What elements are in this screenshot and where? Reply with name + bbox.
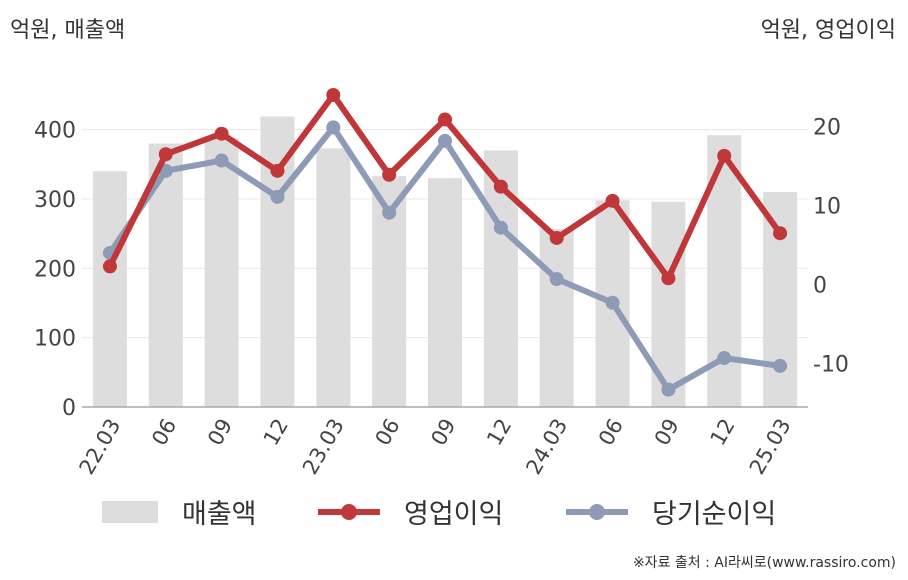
- x-tick-label: 06: [594, 415, 628, 450]
- bar-sales: [316, 148, 351, 408]
- left-tick-label: 400: [34, 119, 76, 144]
- point-net-income: [717, 351, 732, 366]
- legend-swatch-operating: [318, 501, 380, 523]
- point-net-income: [214, 153, 229, 168]
- left-tick-label: 100: [34, 327, 76, 352]
- point-operating-profit: [661, 271, 676, 286]
- x-tick-label: 06: [147, 415, 181, 450]
- point-operating-profit: [438, 112, 452, 127]
- left-tick-label: 200: [34, 257, 76, 282]
- point-operating-profit: [382, 167, 397, 182]
- x-tick-label: 12: [706, 415, 740, 450]
- legend-item-sales: 매출액: [102, 492, 257, 531]
- legend-label-operating: 영업이익: [404, 499, 504, 530]
- point-operating-profit: [773, 226, 788, 241]
- point-operating-profit: [102, 259, 117, 274]
- x-tick-label: 23.03: [298, 415, 349, 479]
- point-net-income: [493, 220, 508, 235]
- x-tick-label: 24.03: [521, 415, 572, 479]
- point-operating-profit: [214, 126, 229, 141]
- right-tick-label: -10: [813, 353, 849, 378]
- left-tick-label: 300: [34, 188, 76, 213]
- right-tick-label: 0: [813, 274, 827, 299]
- right-tick-label: 20: [813, 116, 841, 141]
- right-tick-label: 10: [813, 195, 841, 220]
- legend-item-net: 당기순이익: [566, 492, 776, 531]
- point-net-income: [605, 295, 620, 310]
- x-tick-label: 09: [650, 415, 684, 450]
- x-tick-label: 06: [371, 415, 405, 450]
- x-tick-label: 09: [203, 415, 237, 450]
- point-operating-profit: [605, 193, 620, 208]
- bar-sales: [763, 192, 798, 407]
- point-operating-profit: [549, 230, 564, 245]
- x-tick-label: 12: [482, 415, 516, 450]
- point-net-income: [773, 358, 788, 373]
- x-tick-label: 09: [426, 415, 460, 450]
- legend-swatch-net: [566, 501, 628, 523]
- x-tick-label: 25.03: [745, 415, 796, 479]
- point-operating-profit: [270, 163, 285, 178]
- point-net-income: [661, 382, 676, 397]
- point-operating-profit: [493, 179, 508, 194]
- point-operating-profit: [158, 147, 173, 162]
- bar-sales: [428, 178, 462, 407]
- x-tick-label: 12: [259, 415, 293, 450]
- right-axis-unit: 억원, 영업이익: [760, 18, 896, 43]
- left-axis-unit: 억원, 매출액: [10, 18, 126, 43]
- legend-label-sales: 매출액: [182, 499, 257, 530]
- point-net-income: [326, 120, 341, 135]
- point-net-income: [549, 272, 564, 287]
- source-note: ※자료 출처 : AI라씨로(www.rassiro.com): [632, 555, 896, 571]
- bar-sales: [204, 137, 239, 407]
- bar-sales: [92, 171, 127, 407]
- legend-item-operating: 영업이익: [318, 492, 503, 531]
- left-tick-label: 0: [62, 396, 76, 421]
- point-operating-profit: [717, 148, 732, 163]
- point-net-income: [438, 133, 452, 148]
- bar-sales: [539, 228, 574, 407]
- legend-label-net: 당기순이익: [652, 499, 777, 530]
- point-net-income: [270, 189, 285, 204]
- point-net-income: [382, 205, 397, 220]
- legend-swatch-sales: [102, 500, 158, 523]
- x-tick-label: 22.03: [75, 415, 126, 479]
- point-operating-profit: [326, 88, 341, 102]
